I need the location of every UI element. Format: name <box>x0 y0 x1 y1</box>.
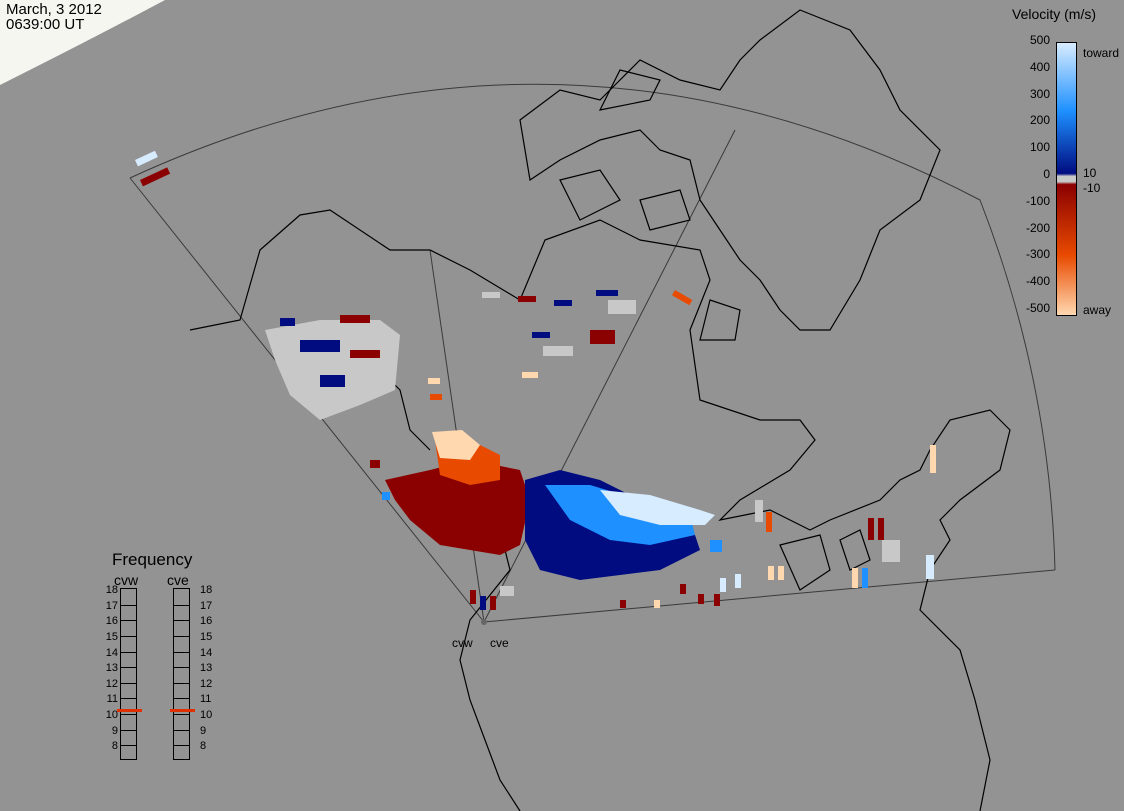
colorbar-near-zero-neg: -10 <box>1083 181 1101 195</box>
colorbar-tick: -200 <box>1025 220 1050 235</box>
frequency-scale-right: 15 <box>200 630 213 643</box>
radar-site-marker <box>481 619 487 625</box>
frequency-scale-left: 8 <box>111 740 118 753</box>
frequency-gauge-cell <box>174 682 189 684</box>
frequency-scale-left: 16 <box>105 615 118 628</box>
echo-away-high <box>432 430 480 460</box>
frequency-gauge-cell <box>121 714 136 716</box>
colorbar-tick: 200 <box>1029 113 1050 128</box>
date-label: March, 3 2012 0639:00 UT <box>6 2 102 32</box>
frequency-scale-left: 17 <box>105 599 118 612</box>
frequency-gauge-cell <box>121 604 136 606</box>
frequency-gauge-cvw <box>117 588 142 760</box>
frequency-gauge-cell <box>174 667 189 669</box>
frequency-title: Frequency <box>112 550 193 569</box>
frequency-scale-left: 13 <box>105 662 118 675</box>
colorbar-tick: -100 <box>1025 193 1050 208</box>
frequency-scale-right: 9 <box>200 724 207 737</box>
frequency-gauge-cell <box>174 698 189 700</box>
frequency-radar-cvw: cvw <box>114 572 139 588</box>
frequency-gauge-cell <box>174 604 189 606</box>
site-label-cvw: cvw <box>452 636 473 650</box>
frequency-scale-right: 18 <box>200 584 213 596</box>
velocity-echoes <box>135 150 936 610</box>
colorbar-tick: 400 <box>1029 59 1050 74</box>
frequency-gauge-cell <box>121 745 136 747</box>
site-label-cve: cve <box>490 636 509 650</box>
frequency-scale-left: 10 <box>105 709 118 722</box>
colorbar-tick: -300 <box>1025 247 1050 262</box>
frequency-gauge-cell <box>174 745 189 747</box>
colorbar-tick: -400 <box>1025 274 1050 289</box>
frequency-scale-left: 18 <box>105 584 118 596</box>
colorbar-tick: 0 <box>1043 167 1050 181</box>
frequency-gauge-cell <box>174 635 189 637</box>
frequency-gauge-cell <box>174 714 189 716</box>
frequency-radar-cve: cve <box>167 572 189 588</box>
velocity-colorbar <box>1056 42 1077 316</box>
frequency-scale-right: 11 <box>200 693 212 706</box>
frequency-gauge-cell <box>121 620 136 622</box>
frequency-scale-right: 12 <box>200 677 213 690</box>
frequency-scale-left: 11 <box>106 693 118 706</box>
colorbar-tick: -500 <box>1025 301 1050 315</box>
colorbar-tick: 100 <box>1029 140 1050 155</box>
frequency-gauge-cell <box>121 651 136 653</box>
colorbar-title: Velocity (m/s) <box>1012 6 1097 22</box>
frequency-gauge-cell <box>121 729 136 731</box>
echo-ground-nw <box>265 320 400 420</box>
frequency-scale-right: 8 <box>200 740 207 753</box>
colorbar-near-zero-pos: 10 <box>1083 166 1097 180</box>
daylight-region <box>0 0 165 85</box>
frequency-scale-right: 14 <box>200 646 213 659</box>
frequency-gauge-cve <box>170 588 195 760</box>
colorbar-tick: 500 <box>1029 33 1050 47</box>
coastlines <box>189 9 1011 811</box>
frequency-scale-left: 15 <box>105 630 118 643</box>
frequency-gauge-cell <box>174 651 189 653</box>
frequency-scale-right: 13 <box>200 662 213 675</box>
frequency-scale-right: 17 <box>200 599 213 612</box>
echo-away-cluster <box>385 460 530 555</box>
frequency-marker <box>170 709 195 713</box>
frequency-scale-left: 9 <box>111 724 118 737</box>
frequency-scale-left: 12 <box>105 677 118 690</box>
echo-toward-high <box>600 490 715 525</box>
frequency-scale-right: 16 <box>200 615 213 628</box>
colorbar-away-label: away <box>1083 303 1112 317</box>
frequency-gauge-cell <box>121 635 136 637</box>
colorbar-tick: 300 <box>1029 86 1050 101</box>
frequency-scale-right: 10 <box>200 709 213 722</box>
time-text: 0639:00 UT <box>6 16 85 33</box>
frequency-marker <box>117 709 142 713</box>
colorbar-toward-label: toward <box>1083 46 1120 60</box>
frequency-gauge-cell <box>121 682 136 684</box>
frequency-gauge-cell <box>174 620 189 622</box>
frequency-gauge-cell <box>121 698 136 700</box>
date-text: March, 3 2012 <box>6 1 102 18</box>
frequency-gauge-cell <box>174 729 189 731</box>
frequency-gauge-cell <box>121 667 136 669</box>
frequency-scale-left: 14 <box>105 646 118 659</box>
